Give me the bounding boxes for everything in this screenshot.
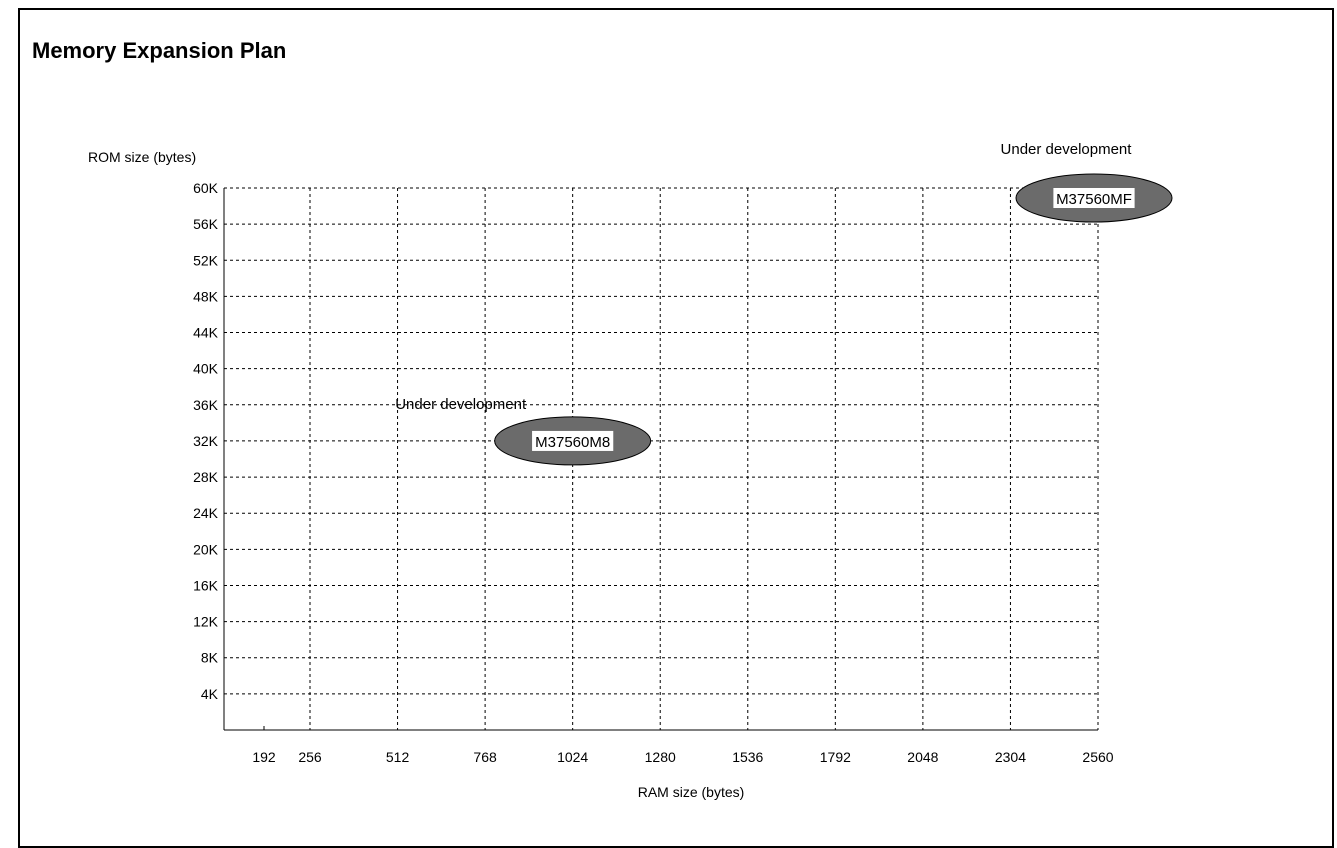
x-tick-label: 1792 xyxy=(820,749,851,765)
y-tick-label: 48K xyxy=(193,288,219,304)
y-tick-label: 16K xyxy=(193,577,219,593)
y-tick-label: 40K xyxy=(193,361,219,377)
x-tick-label: 192 xyxy=(252,749,276,765)
x-tick-label: 1536 xyxy=(732,749,763,765)
y-axis-label: ROM size (bytes) xyxy=(88,149,196,165)
y-tick-label: 28K xyxy=(193,469,219,485)
y-tick-label: 44K xyxy=(193,325,219,341)
y-tick-label: 60K xyxy=(193,180,219,196)
x-axis-label: RAM size (bytes) xyxy=(638,784,745,800)
y-tick-label: 32K xyxy=(193,433,219,449)
x-tick-label: 768 xyxy=(473,749,497,765)
y-tick-label: 36K xyxy=(193,397,219,413)
y-tick-label: 24K xyxy=(193,505,219,521)
x-tick-label: 2304 xyxy=(995,749,1026,765)
y-tick-label: 8K xyxy=(201,650,219,666)
status-note: Under development xyxy=(1001,141,1133,158)
device-label: M37560M8 xyxy=(535,434,610,451)
y-tick-label: 56K xyxy=(193,216,219,232)
x-tick-label: 512 xyxy=(386,749,410,765)
x-tick-label: 1024 xyxy=(557,749,588,765)
x-tick-label: 256 xyxy=(298,749,322,765)
x-tick-label: 2048 xyxy=(907,749,938,765)
y-tick-label: 4K xyxy=(201,686,219,702)
x-tick-label: 2560 xyxy=(1082,749,1113,765)
device-label: M37560MF xyxy=(1056,191,1132,208)
page-title: Memory Expansion Plan xyxy=(32,38,287,63)
status-note: Under development xyxy=(395,396,527,413)
y-tick-label: 12K xyxy=(193,614,219,630)
device-label-box xyxy=(532,430,614,451)
device-label-box xyxy=(1053,188,1135,208)
y-tick-label: 52K xyxy=(193,252,219,268)
x-tick-label: 1280 xyxy=(645,749,676,765)
y-tick-label: 20K xyxy=(193,541,219,557)
